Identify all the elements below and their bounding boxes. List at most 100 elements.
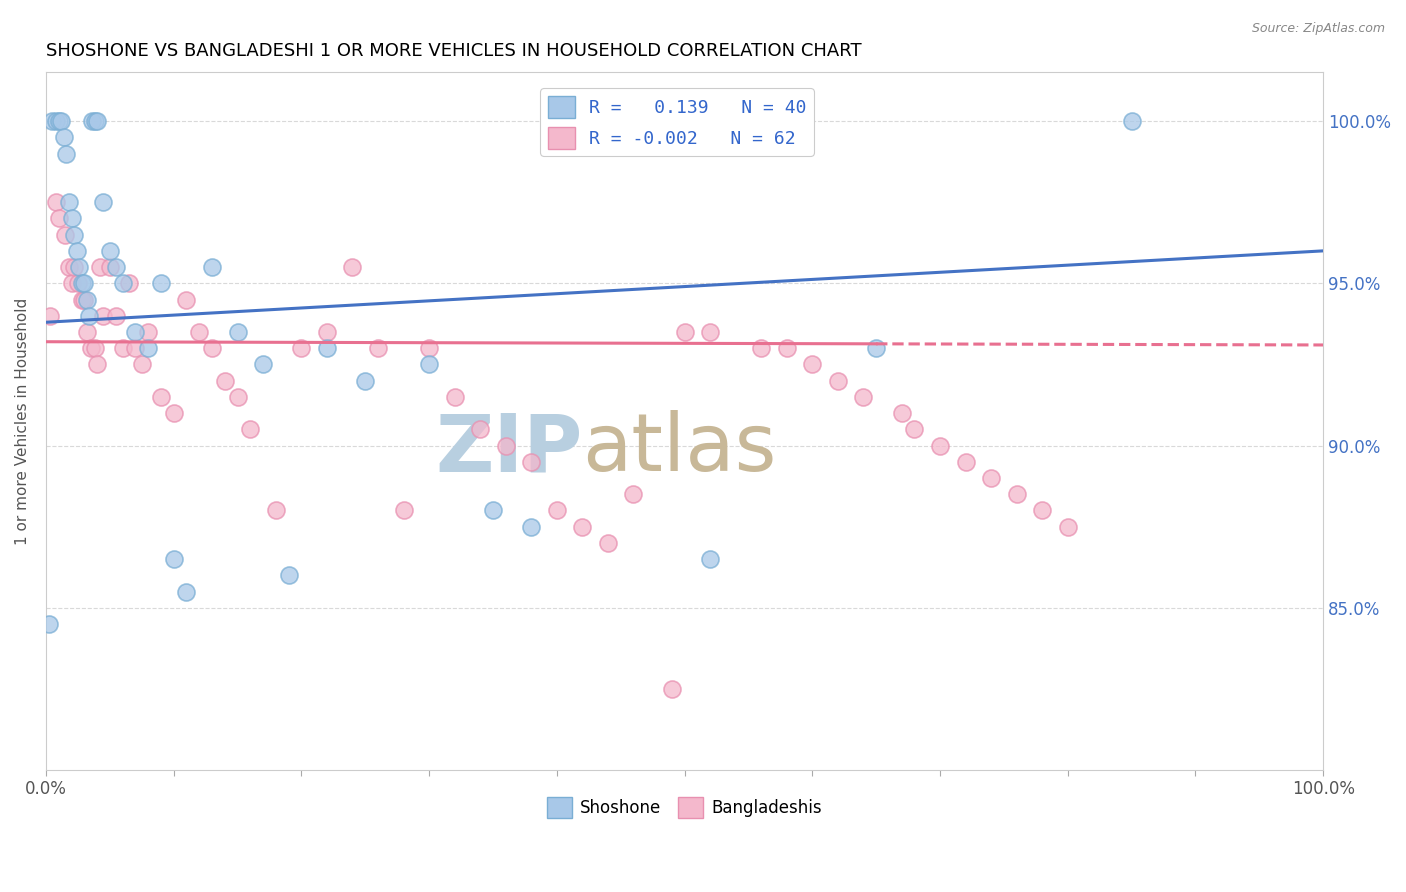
- Point: [201, 341, 224, 355]
- Point: [131, 358, 153, 372]
- Point: [176, 293, 198, 307]
- Point: [118, 277, 141, 291]
- Point: [1121, 114, 1143, 128]
- Point: [63, 227, 86, 242]
- Point: [98, 260, 121, 274]
- Point: [38, 617, 60, 632]
- Point: [290, 341, 312, 355]
- Point: [980, 471, 1002, 485]
- Point: [73, 277, 96, 291]
- Point: [63, 260, 86, 274]
- Point: [226, 325, 249, 339]
- Point: [76, 325, 98, 339]
- Point: [60, 277, 83, 291]
- Point: [443, 390, 465, 404]
- Point: [264, 503, 287, 517]
- Point: [201, 260, 224, 274]
- Point: [83, 114, 105, 128]
- Point: [890, 406, 912, 420]
- Point: [776, 341, 799, 355]
- Point: [367, 341, 389, 355]
- Point: [38, 309, 60, 323]
- Point: [79, 341, 101, 355]
- Point: [903, 422, 925, 436]
- Point: [252, 358, 274, 372]
- Point: [316, 325, 339, 339]
- Point: [699, 325, 721, 339]
- Point: [1056, 519, 1078, 533]
- Point: [58, 260, 80, 274]
- Point: [48, 114, 70, 128]
- Point: [482, 503, 505, 517]
- Point: [58, 195, 80, 210]
- Point: [214, 374, 236, 388]
- Legend: Shoshone, Bangladeshis: Shoshone, Bangladeshis: [540, 791, 828, 824]
- Point: [163, 552, 186, 566]
- Point: [188, 325, 211, 339]
- Point: [520, 519, 543, 533]
- Point: [546, 503, 568, 517]
- Point: [354, 374, 377, 388]
- Point: [801, 358, 824, 372]
- Y-axis label: 1 or more Vehicles in Household: 1 or more Vehicles in Household: [15, 298, 30, 545]
- Point: [1031, 503, 1053, 517]
- Point: [60, 211, 83, 226]
- Point: [277, 568, 299, 582]
- Point: [661, 681, 683, 696]
- Point: [136, 341, 159, 355]
- Point: [342, 260, 364, 274]
- Point: [1005, 487, 1028, 501]
- Point: [520, 455, 543, 469]
- Point: [418, 341, 440, 355]
- Point: [495, 438, 517, 452]
- Point: [76, 293, 98, 307]
- Point: [45, 195, 67, 210]
- Point: [749, 341, 772, 355]
- Text: atlas: atlas: [582, 410, 776, 488]
- Point: [163, 406, 186, 420]
- Point: [73, 293, 96, 307]
- Point: [392, 503, 415, 517]
- Point: [149, 277, 172, 291]
- Point: [852, 390, 875, 404]
- Point: [65, 244, 87, 258]
- Point: [93, 195, 115, 210]
- Point: [86, 358, 108, 372]
- Point: [136, 325, 159, 339]
- Point: [316, 341, 339, 355]
- Point: [48, 211, 70, 226]
- Point: [418, 358, 440, 372]
- Point: [124, 341, 146, 355]
- Point: [70, 277, 93, 291]
- Point: [52, 130, 75, 145]
- Point: [571, 519, 593, 533]
- Point: [699, 552, 721, 566]
- Point: [105, 309, 128, 323]
- Point: [623, 487, 645, 501]
- Point: [176, 584, 198, 599]
- Point: [86, 114, 108, 128]
- Text: Source: ZipAtlas.com: Source: ZipAtlas.com: [1251, 22, 1385, 36]
- Point: [470, 422, 492, 436]
- Point: [83, 341, 105, 355]
- Point: [66, 277, 89, 291]
- Point: [70, 293, 93, 307]
- Point: [111, 277, 134, 291]
- Point: [827, 374, 849, 388]
- Point: [596, 536, 619, 550]
- Point: [79, 309, 101, 323]
- Point: [865, 341, 887, 355]
- Point: [55, 146, 77, 161]
- Point: [51, 114, 73, 128]
- Point: [67, 260, 90, 274]
- Text: SHOSHONE VS BANGLADESHI 1 OR MORE VEHICLES IN HOUSEHOLD CORRELATION CHART: SHOSHONE VS BANGLADESHI 1 OR MORE VEHICL…: [46, 42, 862, 60]
- Point: [53, 227, 76, 242]
- Point: [673, 325, 696, 339]
- Point: [93, 309, 115, 323]
- Point: [124, 325, 146, 339]
- Point: [111, 341, 134, 355]
- Point: [45, 114, 67, 128]
- Point: [89, 260, 111, 274]
- Point: [929, 438, 952, 452]
- Point: [41, 114, 63, 128]
